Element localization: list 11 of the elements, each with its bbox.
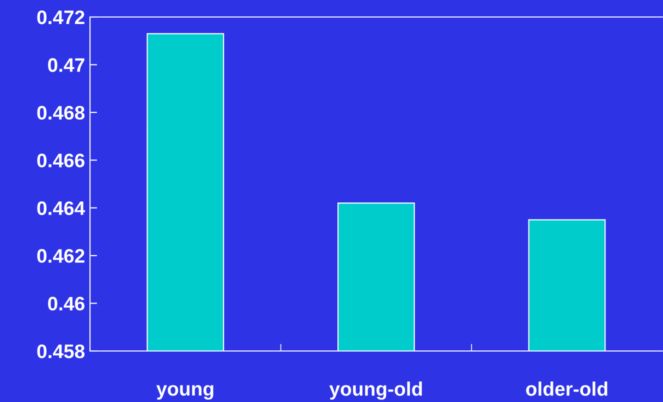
x-tick-label: young	[156, 385, 214, 400]
y-tick-label: 0.458	[37, 344, 85, 358]
x-tick-label: older-old	[526, 382, 608, 396]
y-tick-label: 0.468	[37, 106, 85, 120]
y-tick-label: 0.46	[48, 296, 84, 311]
y-tick-label: 0.464	[37, 201, 86, 216]
y-tick-label: 0.466	[37, 154, 84, 168]
y-tick-label: 0.462	[37, 249, 84, 263]
y-tick-label: 0.47	[48, 58, 84, 72]
y-tick-label: 0.472	[37, 10, 84, 24]
x-tick-label: young-old	[329, 382, 422, 400]
